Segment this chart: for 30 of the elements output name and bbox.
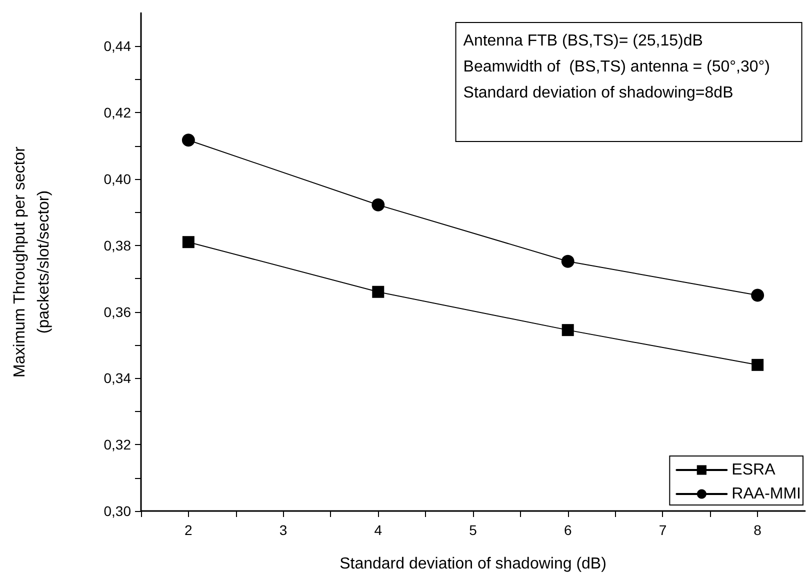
x-tick-label: 4 — [374, 522, 382, 538]
point — [752, 358, 764, 371]
y-tick-label: 0,36 — [104, 304, 132, 320]
legend-label: ESRA — [732, 462, 776, 478]
x-tick-label: 7 — [658, 522, 667, 538]
y-axis-title: Maximum Throughput per sector (packets/slot/sector) — [12, 146, 52, 378]
point — [182, 134, 195, 147]
point — [751, 288, 764, 302]
x-tick-label: 3 — [279, 522, 288, 538]
point — [372, 286, 384, 298]
y-tick-label: 0,30 — [104, 503, 132, 519]
point — [182, 236, 194, 248]
x-tick-label: 2 — [184, 522, 193, 538]
point — [372, 198, 385, 212]
annotation: Beamwidth of (BS,TS) antenna = (50°,30°) — [463, 58, 770, 76]
y-tick-label: 0,34 — [104, 370, 132, 386]
x-tick-label: 8 — [754, 522, 762, 538]
y-tick-label: 0,44 — [104, 38, 132, 54]
annotation: Antenna FTB (BS,TS)= (25,15)dB — [463, 32, 703, 50]
annotation: Standard deviation of shadowing=8dB — [463, 84, 734, 102]
y-tick-label: 0,42 — [104, 104, 132, 121]
legend-label: RAA-MMI — [732, 486, 801, 502]
point — [562, 324, 574, 336]
x-axis-title: Standard deviation of shadowing (dB) — [340, 556, 606, 572]
x-tick-label: 5 — [469, 522, 478, 538]
x-tick-label: 6 — [564, 522, 572, 538]
y-tick-label: 0,38 — [104, 237, 132, 254]
y-tick-label: 0,40 — [104, 171, 132, 187]
point — [561, 254, 574, 268]
y-tick-label: 0,32 — [104, 436, 132, 453]
